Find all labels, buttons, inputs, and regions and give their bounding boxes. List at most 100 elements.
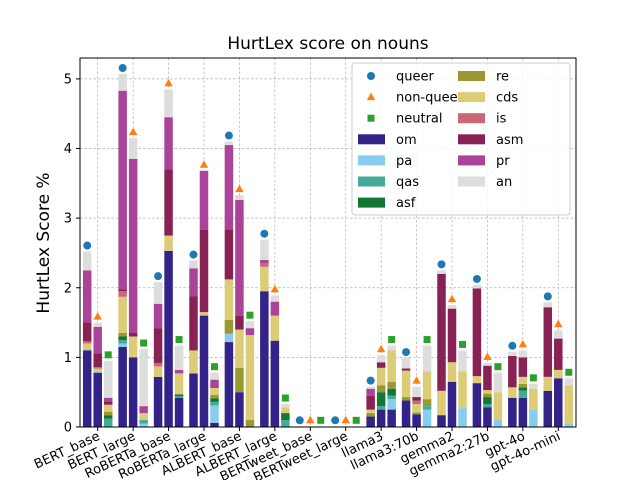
bar-segment-om [174, 397, 184, 427]
bar-segment-asm [128, 333, 138, 337]
bar-segment-asm [412, 397, 421, 401]
bar-segment-pa [387, 399, 396, 410]
bar-segment-pr [118, 90, 127, 290]
bar-segment-asf [518, 387, 528, 391]
bar-segment-asm [376, 362, 386, 368]
bar-segment-an [245, 321, 255, 329]
bar-segment-an [260, 239, 269, 260]
bar-segment-pr [93, 326, 102, 354]
bar-segment-asm [554, 338, 563, 370]
legend-label-an: an [496, 175, 512, 190]
bar-segment-pr [139, 406, 148, 414]
stacked-bars [82, 74, 574, 427]
bar-segment-re [518, 383, 528, 388]
non-queer-total-marker [270, 284, 280, 293]
bar-segment-qas [376, 406, 386, 410]
bar-segment-is [260, 263, 269, 267]
bar-segment-pr [103, 397, 113, 402]
bar-segment-asf [483, 397, 492, 405]
bar-segment-asf [376, 392, 386, 407]
bar-segment-pa [82, 349, 92, 351]
bar-segment-re [245, 420, 255, 427]
bar-segment-qas [281, 420, 290, 427]
bar-segment-cds [93, 368, 102, 372]
bar-segment-re [483, 393, 492, 398]
legend-swatch-pr [458, 155, 485, 166]
bar-segment-cds [493, 392, 503, 421]
non-queer-total-marker [306, 415, 315, 424]
bar-segment-qas [103, 418, 113, 427]
bar-segment-cds [245, 335, 255, 421]
bar-segment-cds [118, 296, 127, 334]
bar-segment-an [543, 302, 553, 308]
non-queer-total-marker [128, 127, 138, 136]
queer-total-marker [472, 274, 481, 283]
bar-segment-cds [508, 387, 517, 398]
bar-segment-an [554, 330, 563, 339]
non-queer-total-marker [93, 312, 102, 320]
bar-segment-om [472, 383, 482, 427]
bar-segment-pr [245, 328, 255, 336]
bar-segment-an [93, 322, 102, 327]
legend-label-queer: queer [396, 70, 434, 85]
bar-segment-pa [564, 423, 574, 427]
bar-segment-cds [128, 336, 138, 358]
neutral-total-marker [423, 336, 431, 344]
y-tick-label: 4 [64, 142, 72, 157]
bar-segment-om [366, 416, 375, 427]
bar-segment-cds [376, 367, 386, 386]
queer-total-marker [402, 348, 411, 357]
non-queer-total-marker [199, 160, 209, 168]
bar-segment-an [235, 195, 244, 201]
legend-swatch-pa [358, 155, 385, 166]
bar-segment-asm [483, 365, 492, 391]
bar-segment-an [139, 349, 148, 407]
non-queer-total-marker [518, 339, 528, 348]
bar-segment-is [82, 341, 92, 344]
bar-segment-is [93, 367, 102, 369]
bar-segment-asm [472, 288, 482, 377]
y-tick-label: 3 [64, 212, 72, 227]
bar-segment-an [437, 270, 446, 274]
legend-label-pr: pr [496, 154, 510, 169]
bar-segment-pr [199, 170, 209, 230]
bar-segment-an [189, 260, 198, 269]
bar-segment-asm [103, 401, 113, 405]
legend-swatch-asm [458, 134, 485, 145]
bar-segment-an [82, 251, 92, 271]
bar-segment-qas [518, 390, 528, 398]
bar-segment-om [153, 376, 163, 427]
non-queer-total-marker [554, 319, 563, 328]
queer-total-marker [366, 376, 375, 385]
legend-label-asm: asm [496, 133, 523, 148]
bar-segment-cds [564, 385, 574, 424]
bar-segment-cds [366, 409, 375, 414]
bar-segment-om [235, 392, 244, 427]
bar-segment-cds [224, 279, 234, 320]
bar-segment-pr [224, 145, 234, 230]
bar-segment-an [401, 358, 411, 369]
bar-segment-pr [366, 388, 375, 396]
bar-segment-cds [281, 407, 290, 414]
bar-segment-cds [483, 390, 492, 394]
chart-title: HurtLex score on nouns [227, 34, 428, 54]
bar-segment-an [210, 372, 219, 380]
bar-segment-is [118, 291, 127, 297]
bar-segment-cds [235, 329, 244, 368]
bar-segment-cds [437, 390, 446, 416]
bar-segment-re [401, 397, 411, 401]
bar-segment-an [174, 345, 184, 370]
bar-segment-asf [174, 394, 184, 397]
bar-segment-cds [139, 413, 148, 421]
legend-label-neutral: neutral [396, 112, 443, 127]
plot-frame [79, 57, 577, 428]
queer-total-marker [224, 131, 233, 140]
bar-segment-an [493, 372, 503, 393]
bar-segment-re [224, 319, 234, 334]
bar-segment-om [543, 390, 553, 427]
bar-segment-an [412, 386, 421, 398]
bar-segment-cds [554, 369, 563, 379]
bar-segment-qas [118, 339, 127, 344]
bar-segment-om [401, 400, 411, 427]
legend-swatch-om [358, 134, 385, 145]
